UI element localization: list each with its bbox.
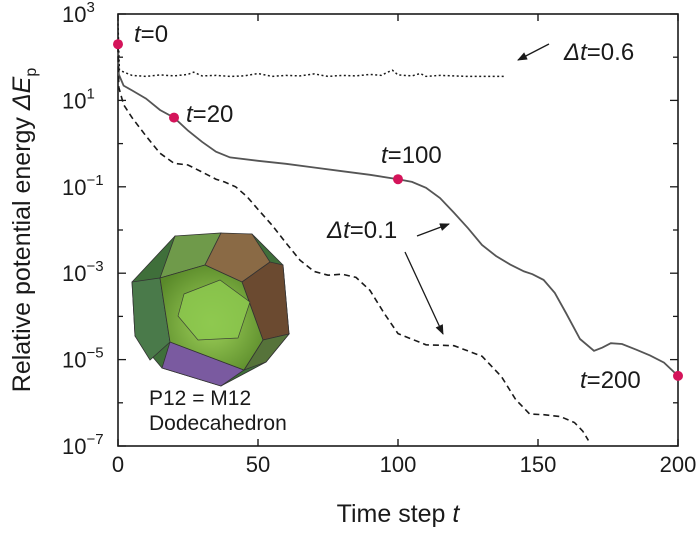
time-marker-point xyxy=(169,112,179,123)
marker-label-t20: t=20 xyxy=(186,101,233,128)
arrow-dt-0-1-dashed xyxy=(404,251,444,335)
y-axis-title: Relative potential energy ΔEp xyxy=(8,68,40,393)
time-marker-point xyxy=(113,39,123,50)
inset-label-line2: Dodecahedron xyxy=(149,412,287,435)
y-tick-label: 10−1 xyxy=(62,172,104,200)
x-tick-label: 200 xyxy=(660,452,697,477)
y-tick-label: 101 xyxy=(62,85,95,113)
series-line-dashed xyxy=(117,46,590,441)
series-line-dotted xyxy=(117,23,505,78)
y-tick-label: 10−5 xyxy=(62,345,104,373)
marker-label-t100: t=100 xyxy=(381,142,442,169)
annotation-dt-0-1: Δt=0.1 xyxy=(326,217,397,244)
arrow-dt-0-6 xyxy=(517,43,550,61)
y-tick-label: 103 xyxy=(62,0,95,27)
time-markers xyxy=(113,39,683,381)
dodecahedron-image xyxy=(131,232,291,387)
x-axis-ticks: 0 50 100 150 200 xyxy=(112,14,696,477)
time-marker-point xyxy=(673,370,683,381)
x-tick-label: 0 xyxy=(112,452,124,477)
series-line-solid xyxy=(117,44,679,377)
marker-label-t200: t=200 xyxy=(580,367,641,394)
time-marker-point xyxy=(393,174,403,185)
y-tick-label: 10−3 xyxy=(62,258,104,286)
marker-label-t0: t=0 xyxy=(134,21,168,48)
annotation-dt-0-6: Δt=0.6 xyxy=(563,39,634,66)
y-tick-label: 10−7 xyxy=(62,431,104,459)
x-axis-title: Time step t xyxy=(337,500,461,528)
x-tick-label: 100 xyxy=(380,452,417,477)
arrow-dt-0-1-solid xyxy=(416,223,450,237)
y-axis-ticks: 103 101 10−1 10−3 10−5 10−7 xyxy=(62,0,678,459)
x-tick-label: 50 xyxy=(246,452,270,477)
x-tick-label: 150 xyxy=(520,452,557,477)
inset-label-line1: P12 = M12 xyxy=(149,387,251,410)
